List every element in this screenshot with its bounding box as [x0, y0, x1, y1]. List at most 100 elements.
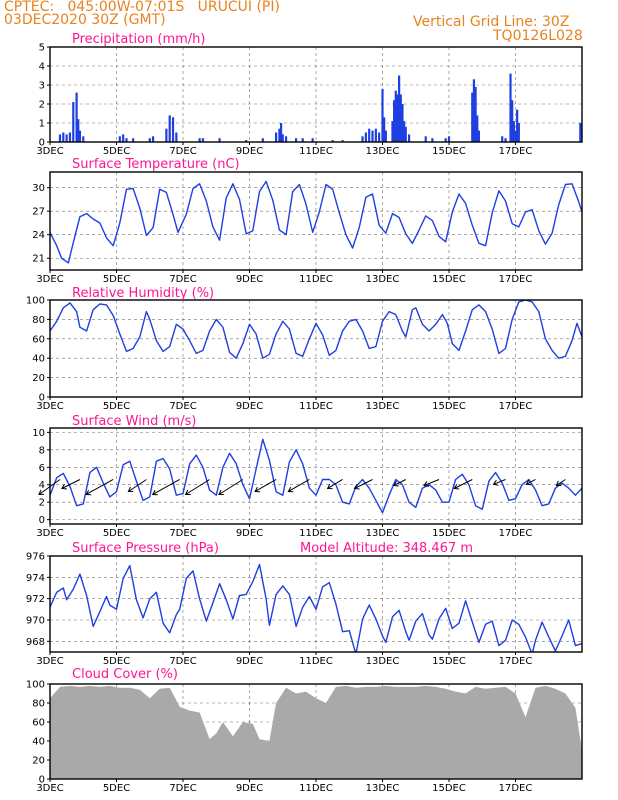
precip-bar [278, 128, 281, 142]
header-date: 03DEC2020 30Z (GMT) [4, 12, 166, 28]
x-tick-label: 17DEC [499, 783, 533, 794]
x-tick-label: 7DEC [169, 528, 196, 539]
x-tick-label: 11DEC [299, 783, 333, 794]
precip-bar [383, 117, 386, 142]
precip-bar [504, 138, 507, 142]
precip-bar [404, 126, 407, 142]
wind-vector-head [555, 480, 562, 487]
panel-4: 0 2 4 6 8 10 3DEC 5DEC 7DEC 9DEC 11DEC 13DEC 15DEC 17… [32, 414, 583, 539]
x-tick-label: 11DEC [299, 401, 333, 412]
y-tick-label: 21 [32, 254, 45, 265]
cloud-cover-area [50, 685, 582, 779]
precip-bar [132, 138, 135, 142]
precip-bar [82, 136, 85, 142]
precip-bar [431, 138, 434, 142]
series-line [50, 180, 582, 264]
x-tick-label: 11DEC [299, 146, 333, 157]
precip-bar [378, 132, 381, 142]
panel-title: Relative Humidity (%) [72, 286, 214, 301]
precip-bar [58, 134, 62, 142]
x-tick-label: 13DEC [366, 783, 400, 794]
precip-bar [279, 123, 283, 142]
wind-vector-shaft [556, 479, 566, 486]
precip-bar [384, 130, 387, 142]
x-tick-label: 11DEC [299, 656, 333, 667]
precip-bar [201, 138, 205, 142]
precip-bar [341, 140, 344, 142]
y-tick-label: 0 [39, 138, 45, 149]
precip-bar [175, 132, 178, 142]
x-tick-label: 15DEC [432, 274, 466, 285]
wind-vector-shaft [254, 479, 277, 492]
y-tick-label: 100 [26, 296, 45, 307]
y-tick-label: 10 [32, 428, 45, 439]
x-tick-label: 9DEC [236, 146, 263, 157]
precip-bar [368, 128, 371, 142]
panel-title: Surface Wind (m/s) [72, 414, 196, 429]
x-tick-label: 9DEC [236, 656, 263, 667]
precip-bar [72, 102, 75, 142]
precip-bar [294, 138, 298, 142]
wind-vector-head [254, 486, 261, 493]
y-tick-label: 970 [26, 616, 45, 627]
header-model-code: TQ0126L028 [493, 28, 583, 44]
series-line [50, 438, 582, 514]
precip-bar [65, 134, 68, 142]
precip-bar [444, 138, 447, 142]
x-tick-label: 9DEC [236, 783, 263, 794]
precip-bar [122, 134, 125, 142]
precip-bar [218, 138, 221, 142]
wind-vector-shaft [85, 479, 114, 495]
x-tick-label: 11DEC [299, 274, 333, 285]
wind-vector-head [127, 486, 134, 493]
precip-bar [403, 121, 406, 142]
x-tick-label: 5DEC [103, 146, 130, 157]
precip-bar [399, 94, 402, 142]
precip-bar [401, 104, 404, 142]
precip-bar [424, 136, 427, 142]
precip-bar [281, 134, 284, 142]
y-tick-label: 0 [39, 393, 45, 404]
x-tick-label: 17DEC [499, 528, 533, 539]
x-tick-label: 9DEC [236, 401, 263, 412]
wind-vector-shaft [393, 479, 406, 486]
panel-1: 0 1 2 3 4 5 3DEC 5DEC 7DEC 9DEC 11DEC 13DEC 15DEC 17D… [36, 32, 583, 157]
model-altitude-label: Model Altitude: 348.467 m [300, 541, 473, 556]
x-tick-label: 3DEC [36, 656, 63, 667]
x-tick-label: 13DEC [366, 401, 400, 412]
y-tick-label: 5 [39, 43, 45, 54]
precip-bar [391, 121, 394, 142]
y-tick-label: 3 [39, 81, 45, 92]
wind-vector-head [184, 489, 191, 495]
panel-title: Cloud Cover (%) [72, 667, 178, 682]
x-tick-label: 17DEC [499, 146, 533, 157]
precip-bar [118, 136, 121, 142]
wind-vector-head [61, 483, 67, 490]
wind-vector-shaft [128, 479, 147, 492]
precip-bar [78, 130, 82, 142]
wind-vector-head [423, 481, 429, 487]
precip-bar [125, 138, 128, 142]
x-tick-label: 17DEC [499, 401, 533, 412]
precip-bar [364, 132, 367, 142]
x-tick-label: 15DEC [432, 528, 466, 539]
precip-bar [165, 128, 168, 142]
x-tick-label: 3DEC [36, 274, 63, 285]
precip-bar [477, 130, 481, 142]
y-tick-label: 80 [32, 699, 45, 710]
x-tick-label: 5DEC [103, 401, 130, 412]
wind-vector-shaft [493, 479, 506, 485]
precip-bar [361, 136, 364, 142]
wind-vector-head [85, 489, 92, 496]
precip-bar [447, 136, 451, 142]
x-tick-label: 5DEC [103, 528, 130, 539]
precip-bar [471, 92, 474, 142]
x-tick-label: 5DEC [103, 274, 130, 285]
wind-vector-head [525, 479, 532, 486]
y-tick-label: 0 [39, 515, 45, 526]
x-tick-label: 15DEC [432, 401, 466, 412]
precip-bar [245, 140, 248, 142]
wind-vector-head [326, 483, 333, 490]
wind-vector-head [151, 489, 158, 496]
panel-6: 0 20 40 60 80 100 3DEC 5DEC 7DEC 9DEC 11DEC 13DEC 15… [26, 667, 583, 794]
